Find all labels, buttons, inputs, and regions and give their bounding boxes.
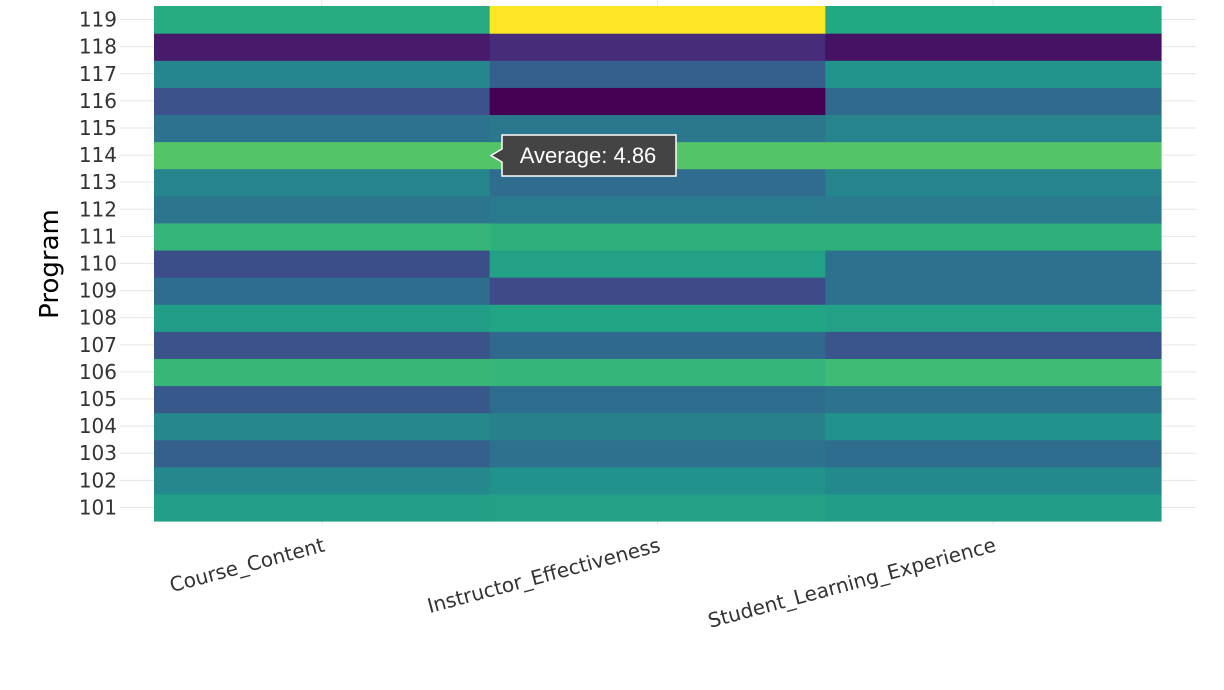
y-tick-label: 109	[79, 279, 117, 303]
y-tick-label: 119	[79, 8, 117, 32]
heatmap-cell[interactable]	[154, 304, 491, 332]
heatmap-cell[interactable]	[489, 439, 826, 468]
y-tick-label: 105	[79, 387, 117, 411]
y-tick-label: 101	[79, 495, 117, 519]
heatmap-cell[interactable]	[489, 277, 826, 305]
heatmap-cell[interactable]	[825, 439, 1162, 468]
heatmap-cell[interactable]	[825, 60, 1162, 88]
x-tick-labels: Course_Content Instructor_Effectiveness St…	[167, 533, 998, 633]
heatmap-cell[interactable]	[825, 222, 1162, 251]
tooltip-text: Average: 4.86	[520, 143, 657, 168]
heatmap-cell[interactable]	[154, 114, 491, 143]
heatmap-cell[interactable]	[154, 60, 491, 88]
heatmap-cell[interactable]	[825, 168, 1162, 197]
tooltip-box	[489, 134, 677, 177]
heatmap-cell[interactable]	[154, 222, 491, 251]
y-tick-label: 110	[79, 252, 117, 276]
heatmap-cell[interactable]	[825, 141, 1162, 170]
heatmap-cell[interactable]	[825, 493, 1162, 522]
heatmap-cell[interactable]	[154, 358, 491, 387]
heatmap-cell[interactable]	[154, 385, 491, 414]
x-tick-label: Student_Learning_Experience	[705, 533, 998, 633]
heatmap-cell[interactable]	[825, 114, 1162, 143]
heatmap-cell[interactable]	[825, 331, 1162, 359]
heatmap-cell[interactable]	[489, 385, 826, 414]
heatmap-cell[interactable]	[154, 466, 491, 495]
x-tick-label: Course_Content	[167, 533, 327, 597]
heatmap-cell[interactable]	[825, 412, 1162, 441]
heatmap-cell[interactable]	[825, 277, 1162, 305]
y-tick-label: 107	[79, 333, 117, 357]
heatmap-cell[interactable]	[825, 6, 1162, 34]
heatmap-cell[interactable]	[489, 195, 826, 224]
heatmap-cell[interactable]	[154, 331, 491, 359]
y-tick-label: 111	[79, 224, 117, 248]
hover-tooltip: Average: 4.86	[489, 134, 677, 177]
x-tick-label: Instructor_Effectiveness	[425, 533, 663, 618]
y-tick-label: 116	[79, 89, 117, 113]
heatmap-cell[interactable]	[489, 493, 826, 522]
heatmap-cell[interactable]	[154, 33, 491, 61]
y-tick-label: 108	[79, 306, 117, 330]
y-tick-labels: 101 102 103 104 105 106 107 108 109 110 111 112 113 1…	[79, 8, 117, 520]
heatmap-cell[interactable]	[489, 6, 826, 34]
y-tick-label: 104	[79, 414, 117, 438]
heatmap-cell[interactable]	[825, 358, 1162, 387]
heatmap-cell[interactable]	[489, 222, 826, 251]
heatmap-cell[interactable]	[154, 168, 491, 197]
heatmap-cell[interactable]	[489, 249, 826, 278]
heatmap-cell[interactable]	[825, 33, 1162, 61]
heatmap-cell[interactable]	[154, 439, 491, 468]
heatmap-cell[interactable]	[825, 466, 1162, 495]
y-tick-label: 103	[79, 441, 117, 465]
heatmap-cell[interactable]	[489, 87, 826, 116]
y-tick-label: 118	[79, 35, 117, 59]
y-axis-title: Program	[35, 209, 65, 319]
heatmap-cell[interactable]	[489, 60, 826, 88]
heatmap-cells	[154, 6, 1162, 522]
y-tick-label: 113	[79, 170, 117, 194]
y-tick-label: 115	[79, 116, 117, 140]
heatmap-cell[interactable]	[154, 277, 491, 305]
heatmap-cell[interactable]	[489, 412, 826, 441]
y-tick-label: 106	[79, 360, 117, 384]
y-tick-label: 102	[79, 468, 117, 492]
y-tick-label: 112	[79, 197, 117, 221]
heatmap-cell[interactable]	[825, 87, 1162, 116]
heatmap-cell[interactable]	[489, 331, 826, 359]
heatmap-cell[interactable]	[825, 385, 1162, 414]
heatmap-cell[interactable]	[154, 493, 491, 522]
heatmap-cell[interactable]	[489, 304, 826, 332]
heatmap-cell[interactable]	[154, 87, 491, 116]
heatmap-cell[interactable]	[825, 195, 1162, 224]
heatmap-cell[interactable]	[154, 141, 491, 170]
heatmap-cell[interactable]	[154, 412, 491, 441]
heatmap-cell[interactable]	[154, 249, 491, 278]
heatmap-cell[interactable]	[154, 195, 491, 224]
heatmap-cell[interactable]	[825, 249, 1162, 278]
y-tick-label: 114	[79, 143, 117, 167]
heatmap-cell[interactable]	[489, 466, 826, 495]
heatmap-cell[interactable]	[825, 304, 1162, 332]
heatmap-cell[interactable]	[489, 33, 826, 61]
y-tick-label: 117	[79, 62, 117, 86]
heatmap-cell[interactable]	[154, 6, 491, 34]
heatmap-cell[interactable]	[489, 358, 826, 387]
